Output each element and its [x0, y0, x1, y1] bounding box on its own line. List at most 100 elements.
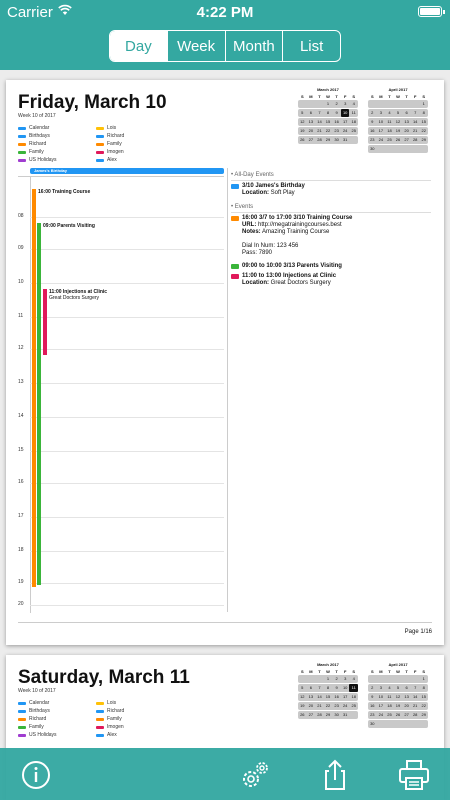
legend-item: Birthdays [18, 133, 98, 141]
color-swatch [96, 734, 104, 737]
weekday-label: S [422, 669, 426, 674]
day-cell: 8 [326, 685, 330, 690]
day-cell: 24 [378, 137, 384, 142]
legend-item: Lois [96, 125, 176, 133]
week-row: 5 6 7 8 9 10 11 [298, 109, 358, 117]
color-swatch [18, 143, 26, 146]
day-cell: 22 [325, 128, 331, 133]
info-icon[interactable] [19, 758, 53, 792]
week-label: Week 10 of 2017 [18, 688, 56, 694]
day-cell [411, 145, 420, 153]
day-cell: 26 [300, 137, 305, 142]
tab-list[interactable]: List [299, 37, 324, 55]
event-bar-injections[interactable] [43, 289, 47, 355]
mini-calendar-march: March 2017 S M T W T F S 1 2 3 4 5 6 7 8 9 10 11 12 13 14 15 16… [298, 662, 359, 720]
color-swatch [18, 127, 26, 130]
day-cell: 14 [412, 119, 418, 124]
color-swatch [18, 151, 26, 154]
weekday-label: W [396, 669, 400, 674]
day-cell: 3 [379, 110, 382, 115]
day-cell: 7 [414, 685, 417, 690]
week-row: 12 13 14 15 16 17 18 [298, 118, 358, 126]
day-cell: 1 [326, 676, 330, 681]
day-cell: 13 [308, 694, 314, 699]
day-cell: 5 [301, 110, 304, 115]
share-icon[interactable] [318, 758, 352, 792]
footer-line [18, 622, 432, 623]
hour-label: 20 [18, 601, 24, 607]
day-cell: 31 [342, 137, 348, 142]
event-label: 09:00 Parents Visiting [43, 223, 95, 229]
event-bar-parents-visiting[interactable] [37, 223, 41, 585]
weekday-label: F [343, 669, 347, 674]
hour-label: 08 [18, 213, 24, 219]
day-cell: 27 [308, 137, 314, 142]
legend-label: US Holidays [29, 732, 57, 738]
weekday-label: S [370, 669, 374, 674]
week-row: 26 27 28 29 30 31 [298, 711, 358, 719]
day-cell [385, 100, 394, 108]
day-cell: 11 [387, 694, 392, 699]
day-cell [402, 100, 411, 108]
day-cell: 14 [317, 119, 322, 124]
color-swatch [231, 184, 239, 189]
week-row: 9 10 11 12 13 14 15 [368, 693, 428, 701]
day-cell: 4 [352, 101, 355, 106]
legend-label: US Holidays [29, 157, 57, 163]
weekday-label: M [309, 669, 313, 674]
day-cell [298, 100, 307, 108]
tab-week[interactable]: Week [168, 31, 226, 61]
day-cell [419, 145, 428, 153]
legend-item: Calendar [18, 125, 98, 133]
tab-day[interactable]: Day [110, 31, 168, 61]
day-cell: 19 [395, 128, 401, 133]
weekday-label: T [405, 94, 408, 99]
day-cell [368, 675, 377, 683]
day-cell: 3 [344, 101, 347, 106]
weekday-label: S [352, 94, 356, 99]
legend-label: Lois [107, 125, 117, 131]
weekday-label: M [379, 94, 383, 99]
day-cell: 23 [370, 137, 375, 142]
day-cell [402, 145, 411, 153]
legend-label: Calendar [29, 700, 50, 706]
tab-month[interactable]: Month [226, 31, 284, 61]
mini-calendar-title: April 2017 [388, 662, 408, 667]
event-bar-training-course[interactable] [32, 189, 36, 587]
hour-label: 16 [18, 479, 24, 485]
allday-event-bar[interactable]: James's Birthday [30, 168, 224, 174]
weekday-label: M [309, 94, 313, 99]
day-cell: 18 [387, 703, 392, 708]
day-cell: 2 [371, 110, 374, 115]
day-cell: 22 [325, 703, 331, 708]
week-row: 19 20 21 22 23 24 25 [298, 127, 358, 135]
day-cell: 8 [422, 685, 425, 690]
week-row: 9 10 11 12 13 14 15 [368, 118, 428, 126]
day-cell: 14 [317, 694, 322, 699]
hour-label: 10 [18, 279, 24, 285]
day-cell [315, 100, 324, 108]
battery-icon [418, 6, 445, 17]
event-label: 16:00 Training Course [38, 189, 91, 195]
bottom-toolbar [0, 748, 450, 800]
print-page[interactable]: Friday, March 10 Week 10 of 2017 Calenda… [6, 80, 444, 645]
legend-label: Imogen [107, 149, 124, 155]
hour-label: 17 [18, 513, 24, 519]
weekday-label: S [352, 669, 356, 674]
legend-label: Lois [107, 700, 117, 706]
day-cell: 17 [378, 703, 384, 708]
settings-gears-icon[interactable] [238, 758, 272, 792]
legend-item: Family [96, 141, 176, 149]
legend-item: Richard [18, 716, 98, 724]
day-cell: 24 [378, 712, 384, 717]
day-cell [315, 675, 324, 683]
print-icon[interactable] [397, 758, 431, 792]
color-swatch [96, 143, 104, 146]
mini-calendar-march: March 2017 S M T W T F S 1 2 3 4 5 6 7 8 9 10 11 12 13 14 15 16… [298, 87, 358, 145]
day-cell [377, 145, 386, 153]
hour-label: 19 [18, 579, 24, 585]
hour-line [30, 349, 224, 350]
